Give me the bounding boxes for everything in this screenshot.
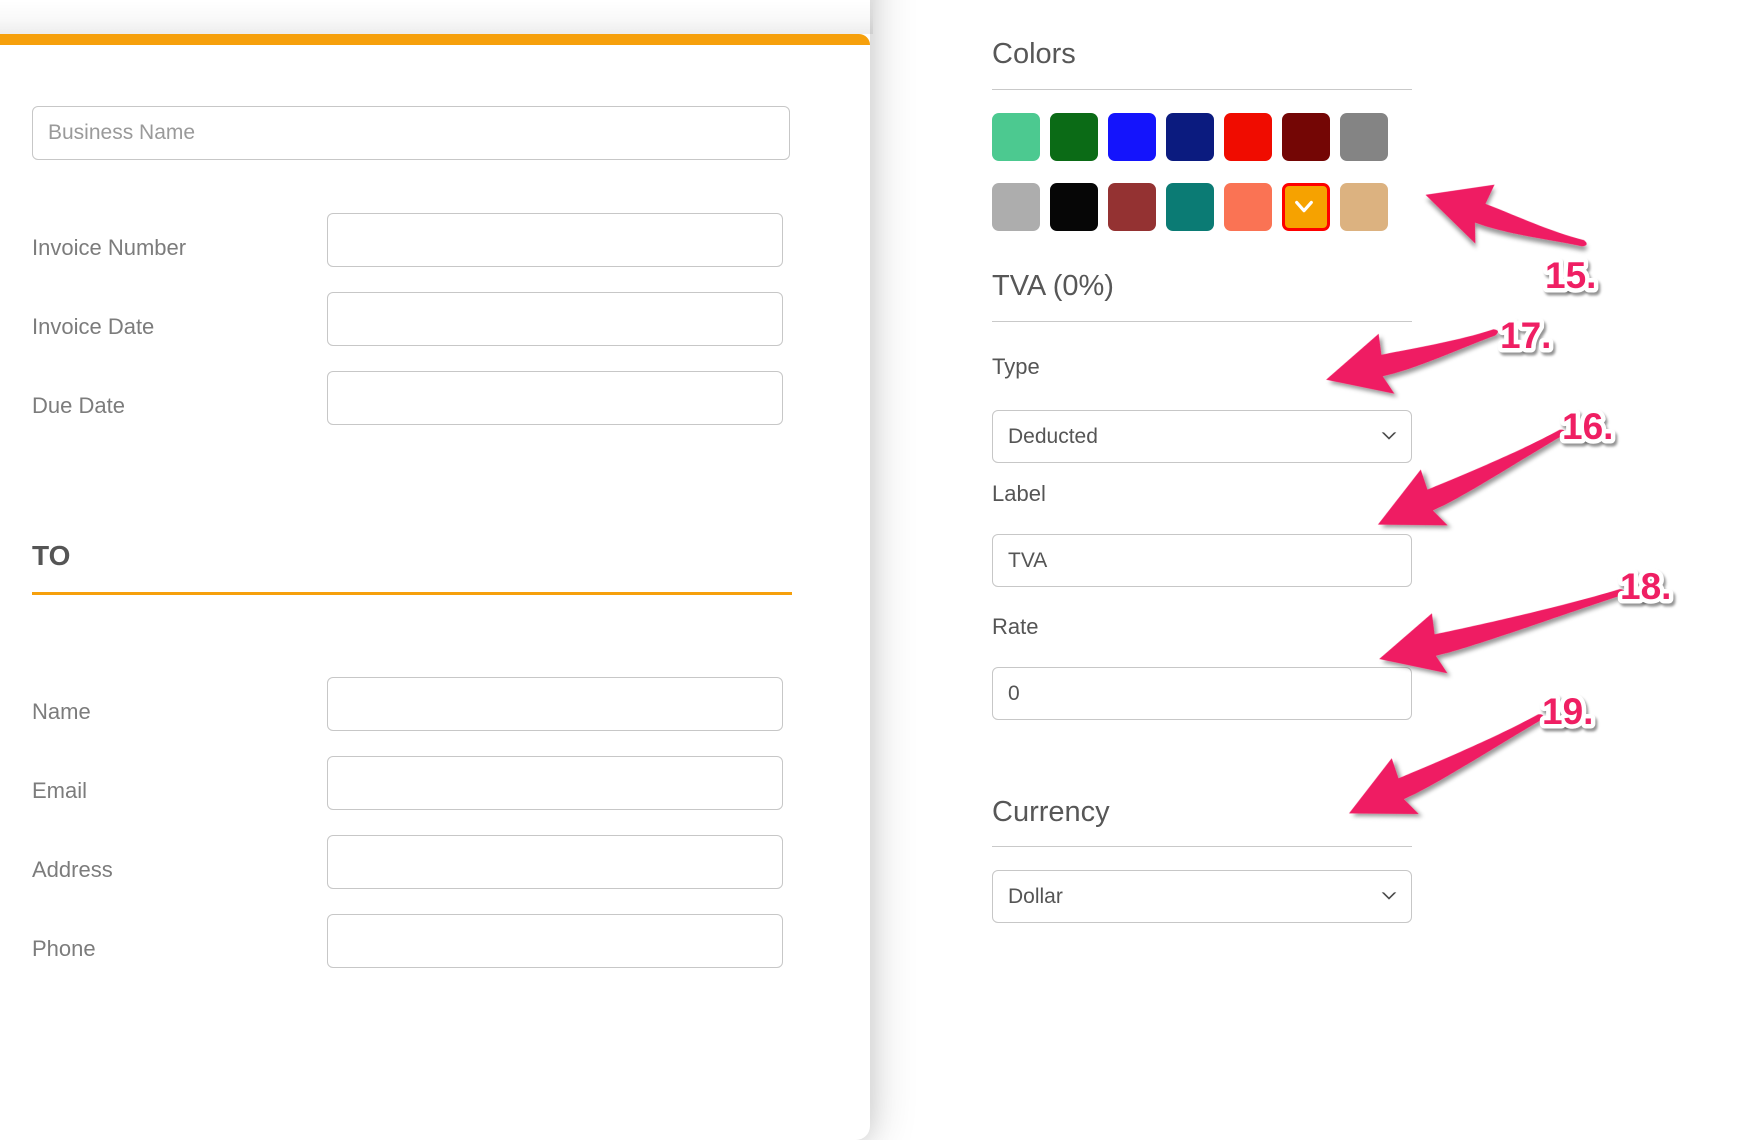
svg-text:19.: 19. xyxy=(1542,691,1593,732)
svg-text:17.: 17. xyxy=(1502,318,1553,359)
svg-text:16.: 16. xyxy=(1564,409,1615,450)
svg-text:18.: 18. xyxy=(1620,566,1671,607)
svg-text:15.: 15. xyxy=(1545,255,1596,296)
svg-text:15.: 15. xyxy=(1547,258,1598,299)
svg-text:18.: 18. xyxy=(1622,569,1673,610)
svg-text:19.: 19. xyxy=(1544,694,1595,735)
svg-text:17.: 17. xyxy=(1500,315,1551,356)
svg-text:16.: 16. xyxy=(1562,406,1613,447)
